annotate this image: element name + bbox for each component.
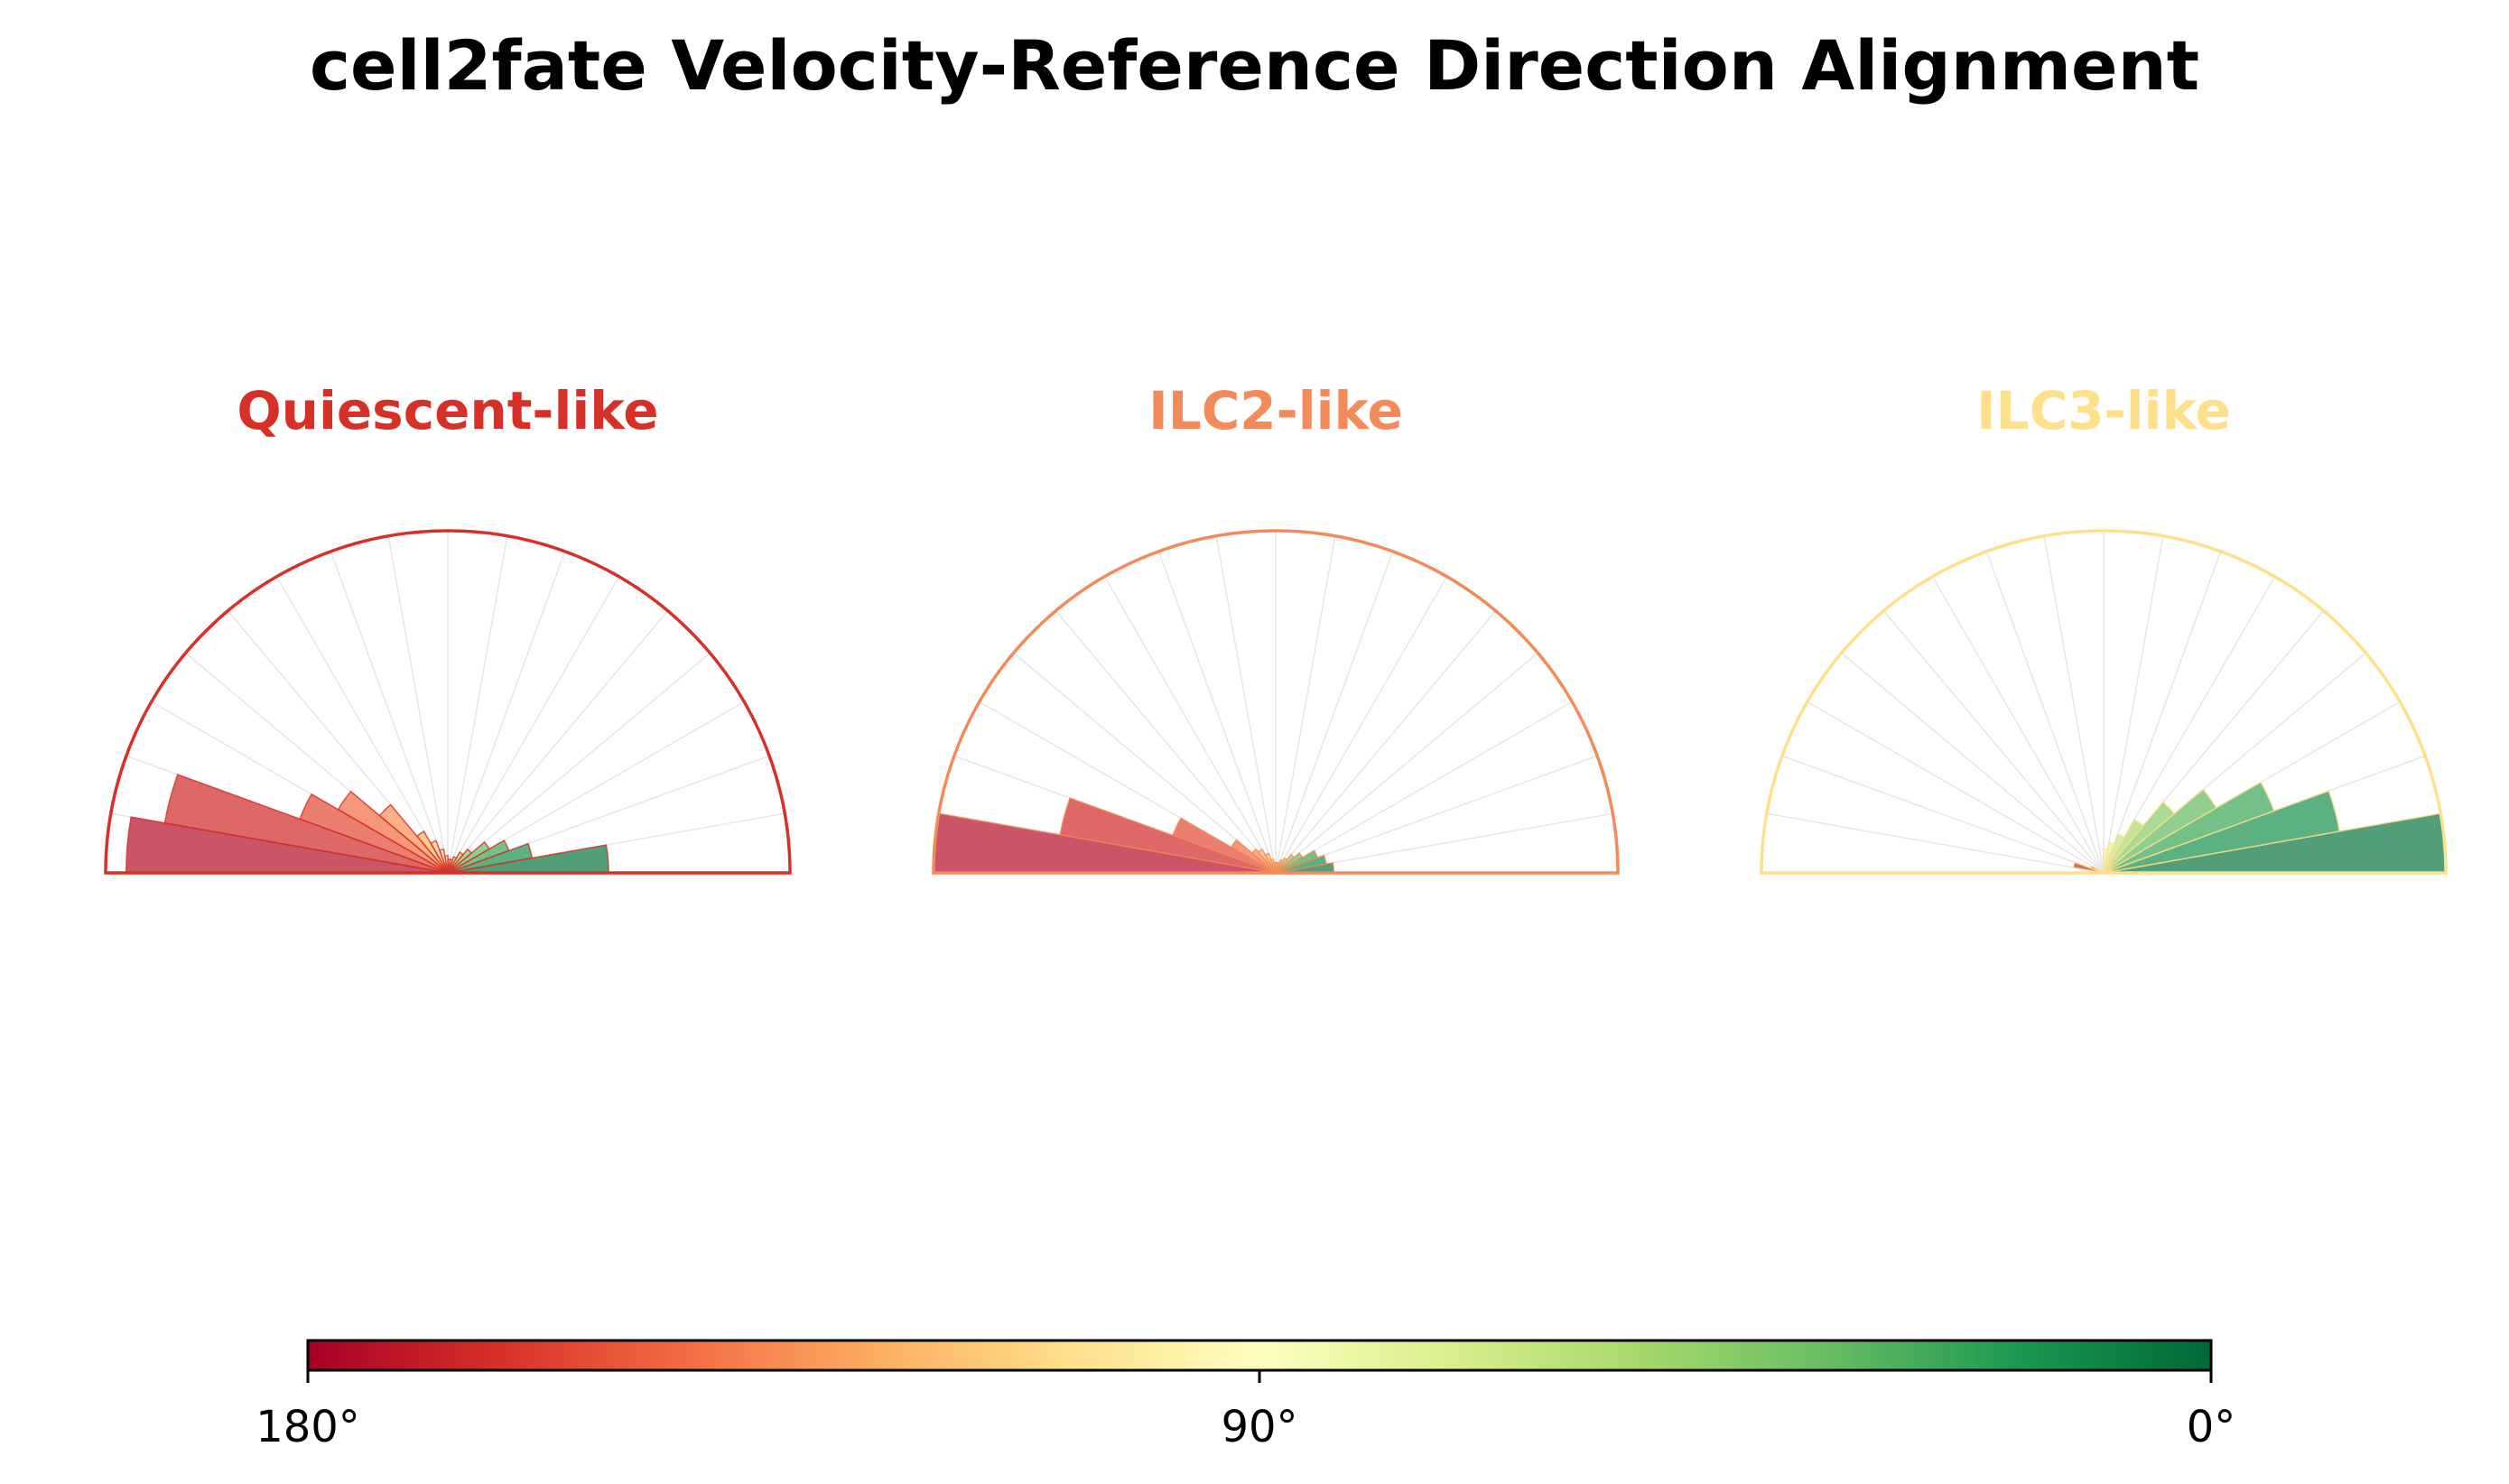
polar-panel-1: Quiescent-like (104, 380, 792, 875)
polar-bar (2103, 848, 2109, 874)
grid-line (1882, 610, 2105, 874)
polar-bars (933, 797, 1335, 874)
colorbar-gradient (306, 1339, 2213, 1372)
polar-bar (2103, 801, 2176, 874)
grid-line (447, 551, 566, 874)
colorbar-tick-label: 0° (2187, 1402, 2236, 1452)
polar-bar (447, 850, 465, 874)
grid-line (2103, 551, 2222, 874)
panel-title: Quiescent-like (237, 380, 658, 441)
polar-gridlines (938, 531, 1613, 874)
grid-line (1103, 576, 1277, 874)
grid-line (1275, 652, 1538, 874)
grid-line (1781, 755, 2105, 874)
panel-title: ILC3-like (1976, 380, 2231, 441)
polar-bar (447, 848, 473, 874)
polar-bars (125, 774, 609, 874)
panel-title: ILC2-like (1148, 380, 1403, 441)
polar-bar (2103, 818, 2144, 874)
grid-line (2103, 535, 2164, 874)
grid-line (1013, 652, 1277, 874)
grid-line (1931, 576, 2105, 874)
grid-line (1275, 610, 1497, 874)
grid-line (1985, 551, 2105, 874)
grid-line (447, 535, 508, 874)
polar-bar (2072, 861, 2105, 874)
colorbar: 180° 90° 0° (256, 1339, 2236, 1452)
grid-line (1275, 551, 1394, 874)
polar-bar (2103, 790, 2341, 874)
grid-line (1275, 535, 1336, 874)
grid-line (447, 652, 711, 874)
grid-line (1055, 610, 1277, 874)
figure-title: cell2fate Velocity-Reference Direction A… (309, 25, 2200, 106)
grid-line (1275, 576, 1448, 874)
grid-line (1275, 700, 1573, 874)
grid-line (1766, 812, 2105, 874)
polar-panel-2: ILC2-like (932, 380, 1620, 875)
polar-outline (1760, 529, 2448, 875)
grid-line (1275, 755, 1598, 874)
colorbar-tick-label: 90° (1221, 1402, 1297, 1452)
grid-line (447, 610, 669, 874)
polar-gridlines (1766, 531, 2441, 874)
grid-line (387, 535, 449, 874)
grid-line (1807, 700, 2105, 874)
grid-line (330, 551, 449, 874)
grid-line (2043, 535, 2105, 874)
grid-line (1215, 535, 1277, 874)
polar-bar (2103, 841, 2115, 874)
polar-bar (2103, 781, 2275, 874)
grid-line (1157, 551, 1277, 874)
polar-bars (2072, 781, 2447, 874)
grid-line (1841, 652, 2105, 874)
polar-bar (2103, 833, 2125, 874)
polar-panel-3: ILC3-like (1760, 380, 2448, 875)
polar-bar (447, 840, 490, 874)
polar-bar (2103, 788, 2217, 874)
colorbar-tick-label: 180° (256, 1402, 360, 1452)
polar-outline (104, 529, 792, 875)
polar-outline (932, 529, 1620, 875)
grid-line (447, 576, 620, 874)
grid-line (275, 576, 449, 874)
